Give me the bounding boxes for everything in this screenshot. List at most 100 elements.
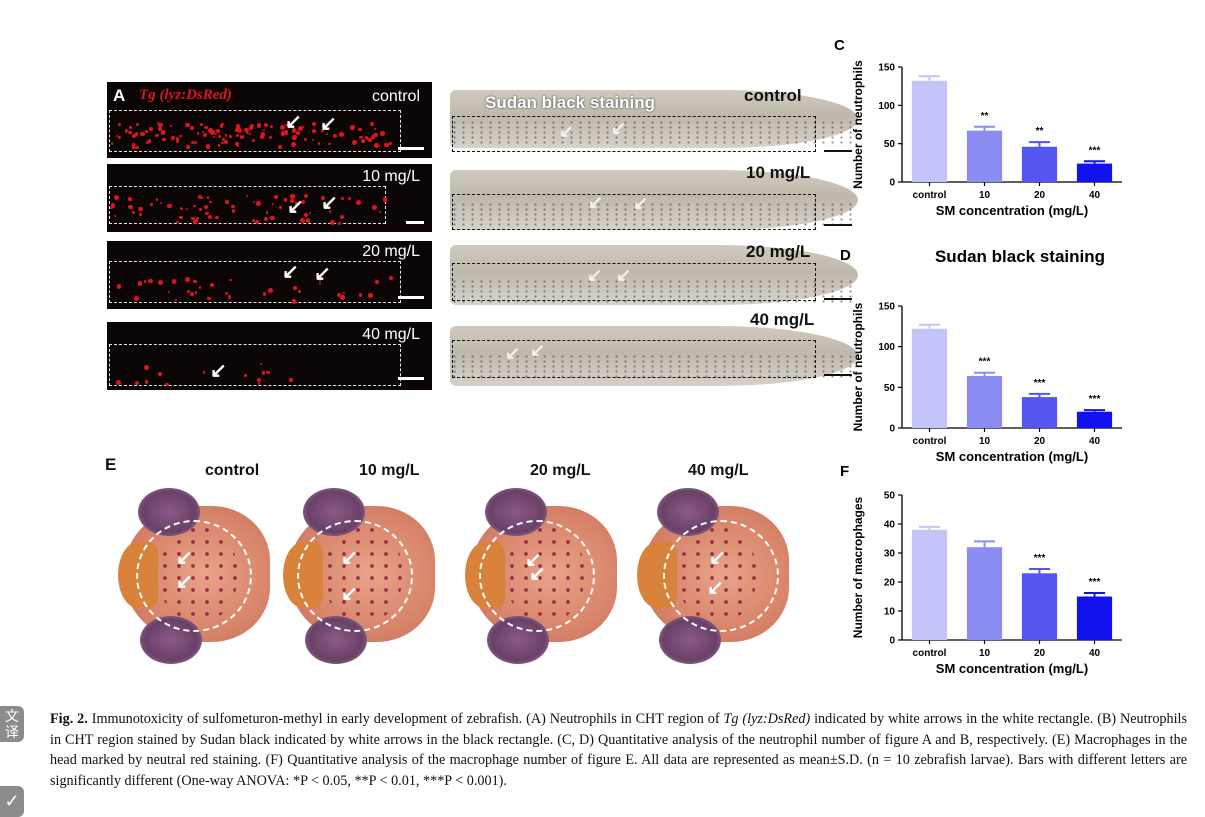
panel-e-image-10: ↙ ↙ xyxy=(283,484,435,664)
arrow-icon: ↙ xyxy=(341,547,358,569)
x-tick-label: 10 xyxy=(979,436,991,447)
translate-icon[interactable]: 文 译 xyxy=(0,706,24,742)
y-tick-label: 10 xyxy=(884,607,896,618)
bar xyxy=(1076,163,1113,182)
panel-b-image-40 xyxy=(450,322,860,390)
x-tick-label: control xyxy=(913,190,947,201)
bar xyxy=(966,375,1003,428)
panel-b-title: Sudan black staining xyxy=(485,93,656,112)
arrow-icon: ↙ xyxy=(321,192,338,214)
caption-text-1: Immunotoxicity of sulfometuron-methyl in… xyxy=(87,711,724,727)
significance-label: ** xyxy=(981,111,989,122)
panel-a-image-20: 20 mg/L xyxy=(107,241,432,309)
arrow-icon: ↙ xyxy=(320,113,337,135)
arrow-icon: ↙ xyxy=(287,196,304,218)
y-axis-label: Number of macrophages xyxy=(851,496,865,638)
bar xyxy=(911,529,948,640)
y-tick-label: 50 xyxy=(884,139,896,150)
chart-letter: F xyxy=(840,463,849,480)
arrow-icon: ↙ xyxy=(505,343,521,363)
caption-text-italic: Tg (lyz:DsRed) xyxy=(723,711,811,727)
panel-a-label-40: 40 mg/L xyxy=(362,326,420,343)
bar xyxy=(1021,573,1058,640)
chart-f: F 0 10 20 30 40 50 Number of macrophages control… xyxy=(840,463,1122,676)
panel-e-label-40: 40 mg/L xyxy=(688,462,749,479)
panel-a-title: Tg (lyz:DsRed) xyxy=(139,87,232,103)
panel-a-label-20: 20 mg/L xyxy=(362,243,420,260)
y-tick-label: 0 xyxy=(889,178,895,189)
y-tick-label: 150 xyxy=(878,63,895,74)
y-tick-label: 40 xyxy=(884,520,896,531)
x-tick-label: 10 xyxy=(979,190,991,201)
x-tick-label: 40 xyxy=(1089,436,1101,447)
x-tick-label: 20 xyxy=(1034,436,1046,447)
y-tick-label: 150 xyxy=(878,302,895,313)
y-tick-label: 0 xyxy=(889,424,895,435)
edit-icon[interactable]: ✓ xyxy=(0,786,24,817)
connector-line xyxy=(824,298,852,300)
arrow-icon: ↙ xyxy=(525,549,542,571)
fluorescent-neutrophils xyxy=(0,0,394,387)
panel-a-image-10: 10 mg/L xyxy=(107,164,432,232)
bar xyxy=(911,80,948,182)
x-axis-label: SM concentration (mg/L) xyxy=(936,449,1088,464)
arrow-icon: ↙ xyxy=(587,265,603,285)
caption-text-2: indicated by white arrows in the white r… xyxy=(50,711,1188,789)
panel-e-label-10: 10 mg/L xyxy=(359,462,420,479)
panel-b-image-control xyxy=(450,82,860,158)
arrow-icon: ↙ xyxy=(707,577,724,599)
panel-e-label-control: control xyxy=(205,462,260,479)
significance-label: *** xyxy=(1034,378,1046,389)
x-tick-label: 10 xyxy=(979,648,991,659)
arrow-icon: ↙ xyxy=(341,583,358,605)
panel-a-image-control: control xyxy=(107,82,432,158)
arrow-icon: ↙ xyxy=(559,121,575,141)
y-tick-label: 30 xyxy=(884,549,896,560)
panel-b-label-control: control xyxy=(744,86,802,105)
connector-line xyxy=(824,150,852,152)
caption-fig-label: Fig. 2. xyxy=(50,711,88,727)
arrow-icon: ↙ xyxy=(176,547,193,569)
x-axis-label: SM concentration (mg/L) xyxy=(936,661,1088,676)
connector-line xyxy=(824,224,852,226)
significance-label: ** xyxy=(1036,126,1044,137)
arrow-icon: ↙ xyxy=(529,563,546,585)
panel-b-image-10 xyxy=(450,166,860,234)
arrow-icon: ↙ xyxy=(210,360,227,382)
significance-label: *** xyxy=(1089,394,1101,405)
panel-a-label-control: control xyxy=(371,88,420,105)
chart-letter: C xyxy=(834,37,845,54)
arrow-icon: ↙ xyxy=(588,192,604,212)
arrow-icon: ↙ xyxy=(709,547,726,569)
significance-label: *** xyxy=(1089,577,1101,588)
significance-label: *** xyxy=(1034,553,1046,564)
chart-d: D Sudan black staining 0 50 100 150 Number of … xyxy=(840,247,1122,464)
arrow-icon: ↙ xyxy=(285,111,302,133)
bar xyxy=(966,130,1003,182)
bar xyxy=(1076,411,1113,428)
panel-e-letter: E xyxy=(105,455,117,474)
arrow-icon: ↙ xyxy=(282,261,299,283)
x-axis-label: SM concentration (mg/L) xyxy=(936,203,1088,218)
panel-e-image-control: ↙ ↙ xyxy=(118,484,270,664)
y-axis-label: Number of neutrophils xyxy=(851,60,865,189)
bar xyxy=(966,547,1003,640)
panel-a-label-10: 10 mg/L xyxy=(362,168,420,185)
panel-a-image-40: 40 mg/L xyxy=(107,322,432,390)
figure-caption: Fig. 2. Immunotoxicity of sulfometuron-m… xyxy=(50,709,1187,791)
panel-b-label-20: 20 mg/L xyxy=(746,242,811,261)
chart-title: Sudan black staining xyxy=(935,247,1105,266)
chart-c: C 0 50 100 150 Number of neutrophils control **… xyxy=(834,37,1122,218)
panel-a-letter: A xyxy=(113,86,126,105)
y-tick-label: 20 xyxy=(884,578,896,589)
connector-line xyxy=(824,374,852,376)
bar xyxy=(1076,596,1113,640)
x-tick-label: 40 xyxy=(1089,190,1101,201)
x-tick-label: control xyxy=(913,648,947,659)
panel-b-label-40: 40 mg/L xyxy=(750,310,815,329)
arrow-icon: ↙ xyxy=(616,265,632,285)
panel-e-label-20: 20 mg/L xyxy=(530,462,591,479)
x-tick-label: control xyxy=(913,436,947,447)
bar xyxy=(1021,146,1058,182)
panel-b-label-10: 10 mg/L xyxy=(746,163,811,182)
